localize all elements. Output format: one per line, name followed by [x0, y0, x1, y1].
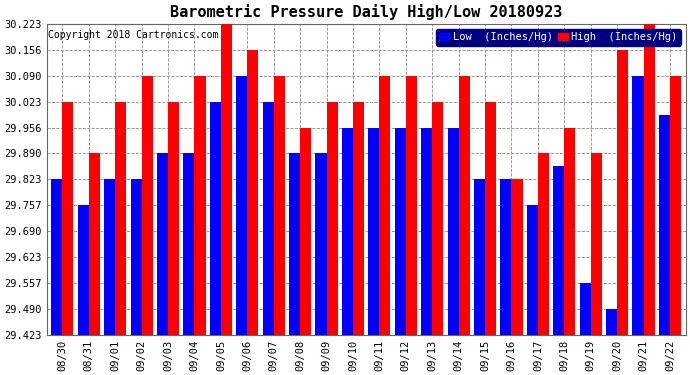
Bar — [659, 115, 670, 335]
Bar — [553, 166, 564, 335]
Bar — [485, 102, 496, 335]
Bar — [538, 153, 549, 335]
Bar — [51, 179, 62, 335]
Bar — [157, 153, 168, 335]
Bar — [141, 76, 152, 335]
Bar — [380, 76, 391, 335]
Bar — [395, 128, 406, 335]
Bar — [184, 153, 195, 335]
Bar — [526, 205, 538, 335]
Bar — [406, 76, 417, 335]
Bar — [368, 128, 380, 335]
Legend: Low  (Inches/Hg), High  (Inches/Hg): Low (Inches/Hg), High (Inches/Hg) — [436, 29, 680, 46]
Bar — [617, 50, 628, 335]
Bar — [670, 76, 681, 335]
Bar — [130, 179, 141, 335]
Bar — [421, 128, 432, 335]
Title: Barometric Pressure Daily High/Low 20180923: Barometric Pressure Daily High/Low 20180… — [170, 4, 562, 20]
Bar — [263, 102, 274, 335]
Bar — [606, 309, 617, 335]
Bar — [511, 179, 522, 335]
Bar — [315, 153, 326, 335]
Bar — [168, 102, 179, 335]
Bar — [78, 205, 89, 335]
Bar — [221, 24, 232, 335]
Bar — [326, 102, 337, 335]
Bar — [564, 128, 575, 335]
Bar — [432, 102, 443, 335]
Text: Copyright 2018 Cartronics.com: Copyright 2018 Cartronics.com — [48, 30, 218, 40]
Bar — [274, 76, 285, 335]
Bar — [115, 102, 126, 335]
Bar — [474, 179, 485, 335]
Bar — [247, 50, 258, 335]
Bar — [633, 76, 644, 335]
Bar — [300, 128, 311, 335]
Bar — [104, 179, 115, 335]
Bar — [353, 102, 364, 335]
Bar — [448, 128, 459, 335]
Bar — [195, 76, 206, 335]
Bar — [289, 153, 300, 335]
Bar — [210, 102, 221, 335]
Bar — [459, 76, 470, 335]
Bar — [62, 102, 73, 335]
Bar — [580, 283, 591, 335]
Bar — [236, 76, 247, 335]
Bar — [500, 179, 511, 335]
Bar — [644, 24, 655, 335]
Bar — [591, 153, 602, 335]
Bar — [89, 153, 100, 335]
Bar — [342, 128, 353, 335]
